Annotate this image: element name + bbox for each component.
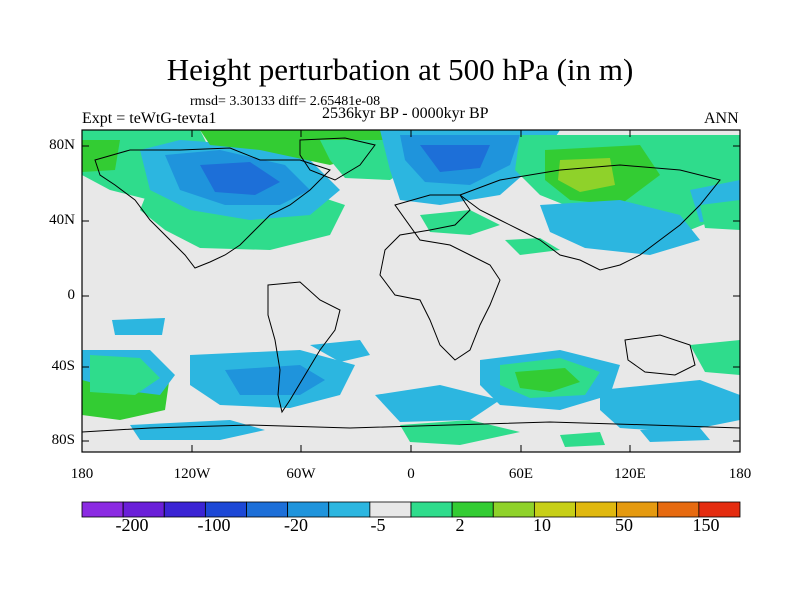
- lat-label-80s: 80S: [51, 432, 75, 448]
- coast-antarctica: [82, 421, 740, 433]
- coastlines: [82, 137, 740, 433]
- contour-cyan-trop1: [112, 318, 165, 335]
- colorbar-label: 50: [615, 515, 633, 535]
- coast-greenland: [299, 137, 376, 181]
- season-label: ANN: [704, 110, 739, 127]
- contour-blue-sa: [225, 365, 325, 395]
- contour-cyan-pacific: [540, 200, 700, 255]
- lat-label-40n: 40N: [49, 212, 75, 228]
- lat-label-40s: 40S: [51, 358, 75, 374]
- colorbar-label: 10: [533, 515, 551, 535]
- contour-cyan-med: [420, 210, 500, 235]
- colorbar-label: 150: [692, 515, 720, 535]
- contour-cyan-ant: [130, 420, 265, 440]
- contour-green-ne-edge: [700, 200, 740, 230]
- lon-label-60w: 60W: [286, 466, 316, 482]
- colorbar-label: -20: [284, 515, 308, 535]
- map-title: Height perturbation at 500 hPa (in m): [166, 52, 634, 87]
- lon-label-120e: 120E: [614, 466, 646, 482]
- colorbar-label: -100: [197, 515, 231, 535]
- lon-label-120w: 120W: [173, 466, 211, 482]
- colorbar-swatch: [698, 501, 741, 518]
- contour-cyan-med2: [505, 238, 560, 255]
- colorbar-label: -200: [115, 515, 149, 535]
- coast-asia: [458, 164, 721, 271]
- stats-label: rmsd= 3.30133 diff= 2.65481e-08: [190, 94, 381, 109]
- period-label: 2536kyr BP - 0000kyr BP: [322, 105, 489, 122]
- coast-south-america: [267, 281, 341, 414]
- contour-green-ant: [400, 420, 520, 445]
- contour-cyan-sa2: [310, 340, 370, 362]
- lon-label-180e: 180: [728, 466, 752, 482]
- coast-north-america: [94, 147, 331, 269]
- colorbar: [81, 501, 741, 518]
- axis-ticks: [81, 130, 741, 452]
- contour-fill: [82, 130, 740, 447]
- lon-label-60e: 60E: [508, 466, 534, 482]
- lon-label-0: 0: [407, 466, 415, 482]
- contour-cyan-satl: [375, 385, 500, 422]
- contour-green-west-rim: [82, 140, 120, 172]
- coast-australia: [624, 334, 696, 376]
- contour-cyan-aus: [600, 380, 740, 432]
- colorbar-label: -5: [370, 515, 386, 535]
- contour-darkblue-na: [200, 162, 280, 195]
- contour-darkblue-eu: [420, 145, 490, 172]
- contour-cyan-ant2: [640, 428, 710, 442]
- coast-europe-africa: [379, 194, 501, 361]
- lon-label-180w: 180: [70, 466, 94, 482]
- contour-green-ant2: [560, 432, 605, 447]
- lat-label-80n: 80N: [49, 137, 75, 153]
- contour-green-aus: [690, 340, 740, 375]
- lat-label-0: 0: [67, 287, 76, 303]
- contour-green-sw2: [90, 355, 160, 395]
- contour-green2-sio: [515, 368, 580, 392]
- colorbar-label: 2: [455, 515, 465, 535]
- experiment-label: Expt = teWtG-tevta1: [82, 110, 217, 127]
